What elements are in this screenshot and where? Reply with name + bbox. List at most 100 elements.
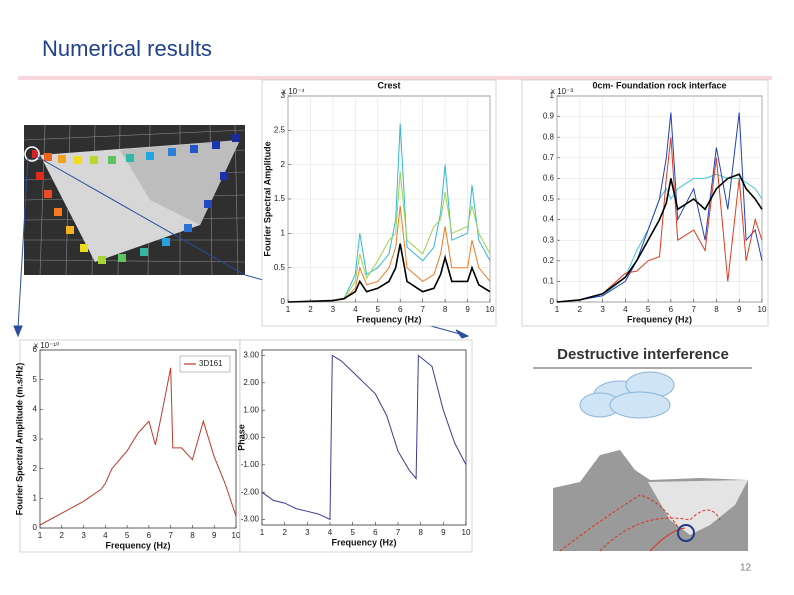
x-tick-label: 2 bbox=[308, 305, 313, 314]
y-tick-label: 0.9 bbox=[543, 112, 555, 121]
x-tick-label: 3 bbox=[331, 305, 336, 314]
y-tick-label: 0 bbox=[33, 523, 38, 532]
x-tick-label: 2 bbox=[578, 305, 583, 314]
x-axis-label: Frequency (Hz) bbox=[627, 314, 692, 324]
chart-panel: 0 0.5 1 1.5 2 2.5 3 1 2 3 4 5 6 7 8 9 10 Crest Frequency (… bbox=[261, 79, 497, 327]
x-tick-label: 6 bbox=[398, 305, 403, 314]
chart-panel: -3.00 -2.00 -1.00 0.00 1.00 2.00 3.00 1 2 3 4 5 6 7 8 9… bbox=[236, 339, 473, 553]
y-tick-label: 0.4 bbox=[543, 215, 555, 224]
x-tick-label: 7 bbox=[691, 305, 696, 314]
x-tick-label: 6 bbox=[147, 531, 152, 540]
chart-panel: 0 0.1 0.2 0.3 0.4 0.5 0.6 0.7 0.8 0.9 1 1 2 3 4 5 6 7 8 9 10… bbox=[521, 79, 769, 327]
y-axis-label: Phase bbox=[236, 424, 246, 451]
y-tick-label: 3 bbox=[281, 91, 286, 100]
y-tick-label: 1.5 bbox=[274, 194, 286, 203]
y-axis-label: Fourier Spectral Amplitude bbox=[262, 141, 272, 256]
x-tick-label: 5 bbox=[646, 305, 651, 314]
valley-diagram bbox=[553, 450, 748, 552]
y-tick-label: 4 bbox=[33, 404, 38, 413]
x-tick-label: 1 bbox=[555, 305, 560, 314]
x-tick-label: 9 bbox=[212, 531, 217, 540]
diagram-label: Destructive interference bbox=[557, 346, 729, 363]
page-number: 12 bbox=[740, 563, 752, 574]
x-tick-label: 1 bbox=[286, 305, 291, 314]
x-tick-label: 9 bbox=[441, 528, 446, 537]
x-tick-label: 2 bbox=[60, 531, 65, 540]
y-tick-label: 6 bbox=[33, 345, 38, 354]
x-tick-label: 10 bbox=[486, 305, 495, 314]
x-axis-label: Frequency (Hz) bbox=[331, 537, 396, 547]
series-line bbox=[287, 243, 491, 303]
series-line bbox=[261, 354, 467, 521]
x-tick-label: 4 bbox=[103, 531, 108, 540]
y-tick-label: 0.7 bbox=[543, 153, 555, 162]
plot-area bbox=[261, 349, 467, 526]
series-line bbox=[287, 171, 491, 303]
x-tick-label: 5 bbox=[376, 305, 381, 314]
series-line bbox=[556, 112, 763, 303]
y-tick-label: 0.1 bbox=[543, 277, 555, 286]
x-tick-label: 1 bbox=[38, 531, 43, 540]
x-tick-label: 8 bbox=[418, 528, 423, 537]
x-tick-label: 5 bbox=[350, 528, 355, 537]
x-tick-label: 6 bbox=[669, 305, 674, 314]
y-tick-label: -1.00 bbox=[241, 460, 260, 469]
x-tick-label: 7 bbox=[420, 305, 425, 314]
y-tick-label: 2 bbox=[33, 464, 38, 473]
x-tick-label: 7 bbox=[396, 528, 401, 537]
y-tick-label: -3.00 bbox=[241, 515, 260, 524]
y-exponent: x 10⁻¹⁰ bbox=[34, 341, 59, 350]
cloud bbox=[579, 371, 675, 419]
y-tick-label: 1 bbox=[281, 228, 286, 237]
x-tick-label: 2 bbox=[282, 528, 287, 537]
x-tick-label: 10 bbox=[758, 305, 767, 314]
y-tick-label: 2.00 bbox=[243, 378, 259, 387]
x-tick-label: 9 bbox=[737, 305, 742, 314]
x-tick-label: 1 bbox=[260, 528, 265, 537]
x-axis-label: Frequency (Hz) bbox=[356, 314, 421, 324]
mesh-image bbox=[23, 124, 246, 276]
series-line bbox=[556, 173, 763, 303]
y-tick-label: 0 bbox=[550, 297, 555, 306]
legend-label: 3D161 bbox=[199, 359, 223, 368]
y-axis-label: Fourier Spectral Amplitude (m.s/Hz) bbox=[14, 363, 24, 516]
series-line bbox=[287, 123, 491, 303]
y-tick-label: 3.00 bbox=[243, 351, 259, 360]
y-tick-label: 0.8 bbox=[543, 132, 555, 141]
y-tick-label: 1 bbox=[33, 493, 38, 502]
x-tick-label: 5 bbox=[125, 531, 130, 540]
y-tick-label: 0.00 bbox=[243, 433, 259, 442]
y-tick-label: 0.6 bbox=[543, 174, 555, 183]
slide-title: Numerical results bbox=[42, 36, 212, 61]
y-tick-label: 1 bbox=[550, 91, 555, 100]
x-tick-label: 6 bbox=[373, 528, 378, 537]
series-line bbox=[556, 137, 763, 303]
y-tick-label: 5 bbox=[33, 375, 38, 384]
series-line bbox=[39, 367, 237, 526]
x-tick-label: 4 bbox=[328, 528, 333, 537]
x-axis-label: Frequency (Hz) bbox=[105, 540, 170, 550]
y-tick-label: 2 bbox=[281, 160, 286, 169]
legend-box bbox=[179, 355, 231, 373]
x-tick-label: 8 bbox=[443, 305, 448, 314]
y-tick-label: 0.5 bbox=[543, 194, 555, 203]
x-tick-label: 9 bbox=[465, 305, 470, 314]
x-tick-label: 8 bbox=[714, 305, 719, 314]
chart-title: 0cm- Foundation rock interface bbox=[592, 80, 726, 90]
x-tick-label: 3 bbox=[305, 528, 310, 537]
y-exponent: x 10⁻³ bbox=[551, 87, 573, 96]
y-tick-label: 2.5 bbox=[274, 125, 286, 134]
y-tick-label: 3 bbox=[33, 434, 38, 443]
x-tick-label: 3 bbox=[81, 531, 86, 540]
x-tick-label: 10 bbox=[232, 531, 241, 540]
x-tick-label: 3 bbox=[600, 305, 605, 314]
y-tick-label: 1.00 bbox=[243, 405, 259, 414]
y-tick-label: 0.3 bbox=[543, 235, 555, 244]
y-tick-label: -2.00 bbox=[241, 487, 260, 496]
y-tick-label: 0.5 bbox=[274, 263, 286, 272]
plot-area bbox=[39, 349, 237, 529]
y-tick-label: 0 bbox=[281, 297, 286, 306]
x-tick-label: 8 bbox=[190, 531, 195, 540]
